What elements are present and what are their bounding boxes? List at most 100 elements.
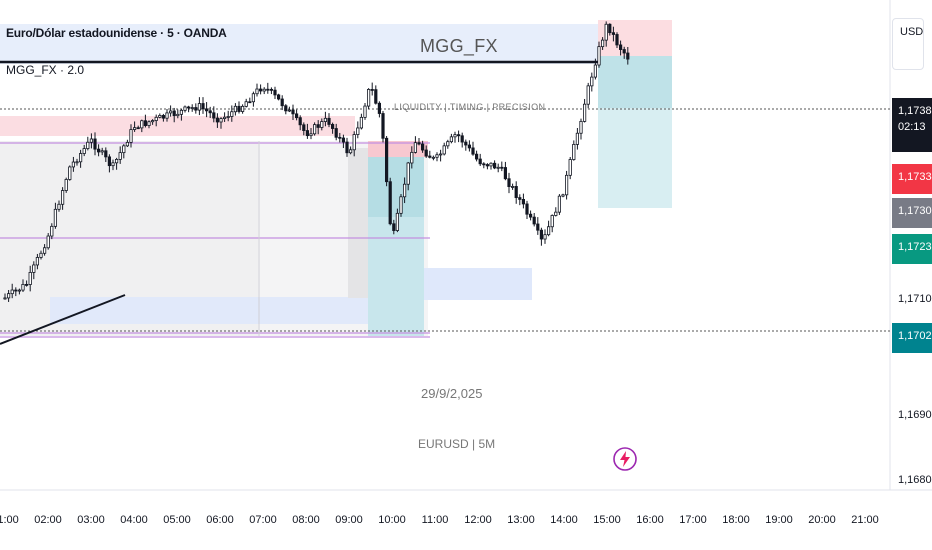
candle-body (50, 225, 54, 237)
candle-body (539, 229, 544, 240)
candle-body (334, 128, 338, 138)
candle-body (460, 135, 464, 143)
candle-body (150, 120, 155, 123)
candle-body (575, 132, 580, 145)
target-zone-mid (368, 157, 424, 217)
candle-body (262, 88, 266, 92)
candle-body (402, 183, 407, 198)
candle-body (536, 223, 540, 231)
candle-body (554, 211, 558, 216)
candle-body (190, 107, 194, 109)
candle-body (46, 235, 50, 249)
currency-label[interactable]: USD (900, 26, 924, 38)
candle-body (532, 216, 536, 225)
target-zone-mid-ext (368, 217, 424, 336)
candle-body (557, 195, 562, 213)
candle-body (615, 34, 619, 46)
candle-body (230, 111, 234, 117)
candle-body (323, 117, 328, 122)
candle-body (547, 226, 551, 236)
candle-body (208, 110, 212, 114)
candle-body (158, 115, 162, 118)
time-tick: 09:00 (335, 514, 363, 526)
candle-body (572, 143, 576, 160)
candle-body (456, 134, 461, 137)
candle-body (68, 166, 72, 180)
candle-body (226, 116, 230, 118)
time-tick: 03:00 (77, 514, 105, 526)
candle-body (410, 151, 414, 164)
candle-body (518, 197, 522, 200)
target-zone-top-ext (598, 108, 672, 208)
candle-body (237, 105, 241, 112)
candle-body (255, 88, 259, 95)
time-tick: 12:00 (464, 514, 492, 526)
time-tick: 21:00 (851, 514, 879, 526)
neutral-box (348, 148, 368, 298)
candle-body (104, 150, 108, 158)
candle-body (593, 64, 598, 78)
candle-body (24, 283, 29, 286)
candle-body (129, 129, 133, 143)
time-tick: 15:00 (593, 514, 621, 526)
candle-body (622, 49, 626, 54)
trendline (0, 294, 126, 345)
candle-body (93, 138, 97, 150)
candle-body (327, 117, 331, 125)
candle-body (61, 190, 65, 205)
candle-body (140, 120, 144, 129)
candle-body (136, 127, 140, 130)
candle-body (601, 39, 605, 48)
candle-body (435, 154, 439, 158)
watermark-symbol: EURUSD | 5M (418, 437, 496, 451)
candle-body (474, 153, 479, 160)
candle-body (17, 289, 22, 292)
candle-body (417, 142, 421, 145)
indicator-label[interactable]: MGG_FX · 2.0 (6, 63, 85, 77)
candle-body (86, 141, 90, 149)
price-tag-value: 1,17381 (898, 105, 932, 117)
candle-body (392, 223, 396, 231)
candle-body (186, 106, 191, 109)
candle-body (485, 164, 490, 167)
candle-body (168, 110, 173, 114)
candle-body (7, 293, 11, 299)
candle-body (201, 103, 205, 110)
price-tag-value: 1,17026 (898, 330, 932, 342)
candle-body (338, 136, 342, 139)
candle-body (431, 156, 436, 159)
candle-body (35, 257, 40, 266)
top-range-zone (0, 24, 598, 64)
candle-body (356, 127, 360, 135)
candle-body (550, 215, 554, 228)
candle-body (503, 167, 508, 180)
candle-body (428, 155, 432, 158)
candle-body (381, 113, 385, 139)
candle-body (345, 141, 349, 154)
candle-body (269, 88, 274, 91)
price-tick: 1,16800 (898, 474, 932, 486)
candle-body (320, 121, 324, 128)
candle-body (179, 109, 183, 115)
candle-body (183, 106, 187, 111)
candle-body (287, 109, 292, 112)
candle-body (233, 105, 237, 113)
lightning-icon[interactable] (612, 446, 638, 472)
symbol-title[interactable]: Euro/Dólar estadounidense · 5 · OANDA (6, 26, 227, 40)
candle-body (489, 162, 493, 167)
candle-body (294, 113, 299, 119)
candle-body (240, 105, 245, 112)
time-tick: 14:00 (550, 514, 578, 526)
candle-body (276, 94, 281, 100)
candle-body (273, 89, 277, 96)
candle-body (89, 138, 93, 143)
candle-body (597, 46, 601, 66)
candle-body (100, 150, 104, 153)
candle-body (492, 162, 497, 169)
candle-body (118, 152, 122, 160)
currency-box[interactable] (892, 18, 924, 70)
candle-body (446, 141, 450, 147)
watermark-date: 29/9/2,025 (421, 386, 483, 401)
